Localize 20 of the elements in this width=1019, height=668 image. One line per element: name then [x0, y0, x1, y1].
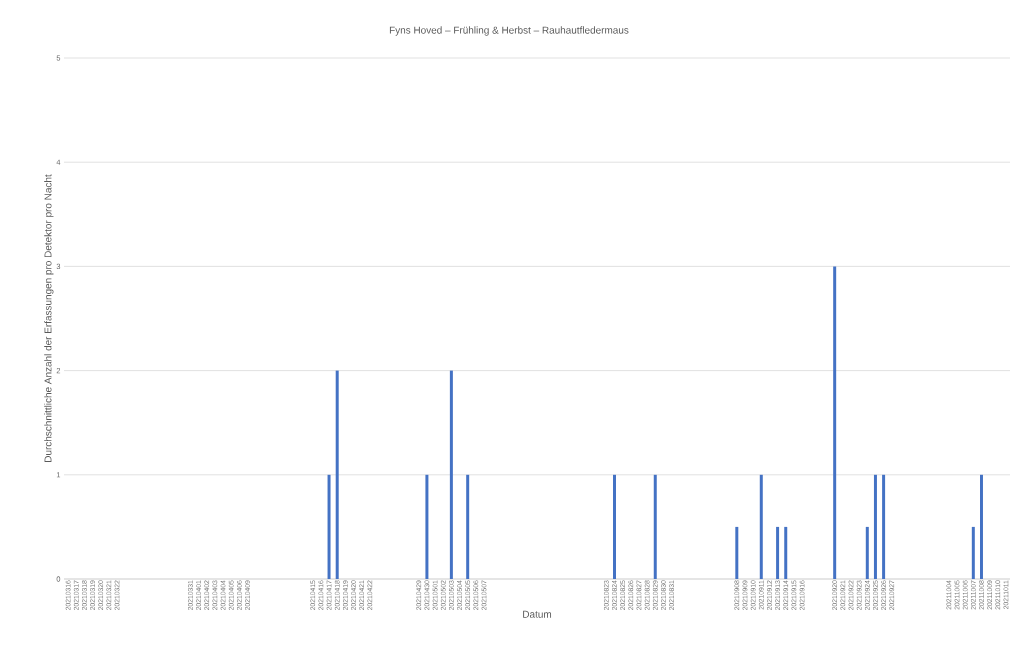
x-axis-title: Datum	[523, 610, 552, 618]
bar	[327, 474, 331, 579]
y-axis-title: Durchschnittliche Anzahl der Erfassungen pro Detektor pro Nacht	[44, 174, 54, 462]
chart-title: Fyns Hoved – Frühling & Herbst – Rauhautfledermaus	[389, 26, 629, 36]
bar	[466, 474, 470, 579]
bar	[425, 474, 429, 579]
bar	[873, 474, 877, 579]
bar	[776, 526, 780, 579]
bar	[979, 474, 983, 579]
bar	[882, 474, 886, 579]
bar	[759, 474, 763, 579]
bar	[865, 526, 869, 579]
bar	[784, 526, 788, 579]
bar	[612, 474, 616, 579]
bar	[335, 370, 339, 579]
bar	[833, 266, 837, 579]
bar	[735, 526, 739, 579]
bar	[449, 370, 453, 579]
bar	[653, 474, 657, 579]
bar	[971, 526, 975, 579]
